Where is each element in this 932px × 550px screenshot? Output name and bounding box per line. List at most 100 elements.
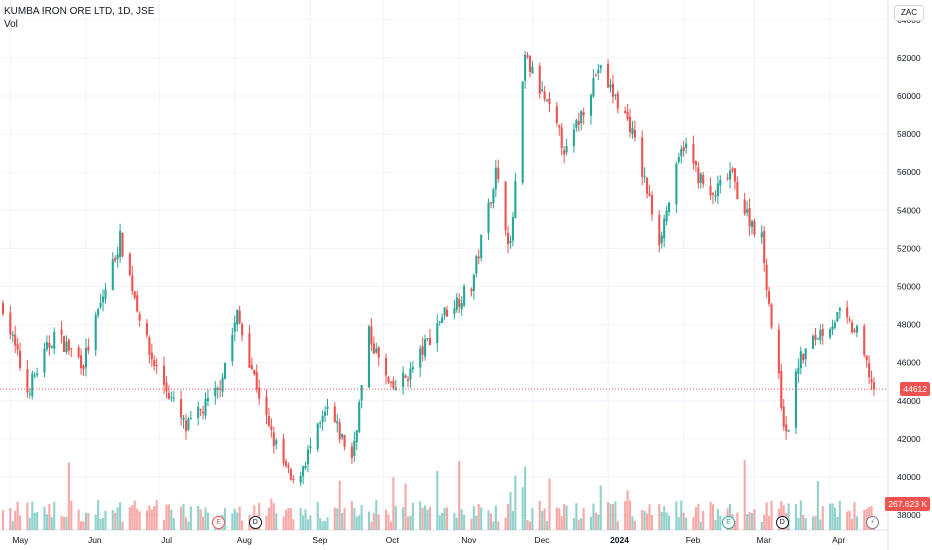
y-tick-label: 54000 xyxy=(897,205,921,215)
candle-body xyxy=(799,351,802,369)
candle-body xyxy=(216,387,219,390)
candle-body xyxy=(326,406,329,409)
volume-bar xyxy=(614,501,617,530)
x-tick-label: Jun xyxy=(88,535,102,545)
volume-bar xyxy=(582,508,585,530)
symbol-title[interactable]: KUMBA IRON ORE LTD, 1D, JSE xyxy=(4,6,155,17)
candle-body xyxy=(136,295,139,312)
volume-bar xyxy=(306,519,310,530)
volume-bar xyxy=(202,516,205,530)
candle-body xyxy=(555,106,558,123)
candle-body xyxy=(616,93,619,109)
candle-body xyxy=(180,399,183,418)
volume-bar xyxy=(104,510,107,530)
volume-bar xyxy=(660,511,663,530)
candle-body xyxy=(489,202,493,204)
volume-bar xyxy=(128,507,131,530)
volume-bar xyxy=(816,481,819,530)
currency-label[interactable]: ZAC xyxy=(894,5,924,21)
candle-body xyxy=(238,310,241,324)
volume-bar xyxy=(53,501,56,530)
volume-bar xyxy=(838,500,841,530)
candle-body xyxy=(787,430,790,432)
volume-bar xyxy=(494,505,497,530)
volume-bar xyxy=(153,506,156,530)
volume-bar xyxy=(521,487,524,530)
volume-bar xyxy=(70,500,73,530)
volume-bar xyxy=(753,509,756,530)
volume-bar xyxy=(287,508,290,530)
candle-body xyxy=(558,125,561,128)
volume-bar xyxy=(489,513,493,530)
candle-body xyxy=(719,179,722,186)
candle-body xyxy=(438,321,441,323)
candle-body xyxy=(375,348,378,353)
event-marker--apr[interactable]: ⚡ xyxy=(866,516,880,529)
y-tick-label: 58000 xyxy=(897,129,921,139)
volume-bar xyxy=(119,502,122,530)
candle-body xyxy=(746,209,749,213)
event-marker-d-aug[interactable]: D xyxy=(248,516,262,529)
candle-body xyxy=(646,177,649,194)
candle-body xyxy=(84,347,88,368)
candle-body xyxy=(155,365,158,367)
volume-bar xyxy=(436,470,439,530)
volume-bar xyxy=(182,503,185,530)
volume-bar xyxy=(577,519,580,530)
event-marker-e-feb[interactable]: E xyxy=(722,516,736,529)
volume-bar xyxy=(668,515,671,530)
volume-bar xyxy=(338,480,341,530)
volume-bar xyxy=(748,512,751,530)
candle-body xyxy=(299,476,302,483)
candle-body xyxy=(765,264,768,291)
volume-bar xyxy=(633,521,636,530)
x-tick-label: Mar xyxy=(756,535,771,545)
volume-bar xyxy=(768,515,771,530)
candle-body xyxy=(80,355,83,368)
candle-body xyxy=(289,469,292,480)
candle-body xyxy=(748,208,751,227)
candle-body xyxy=(580,110,583,124)
candle-body xyxy=(853,330,856,332)
volume-bar xyxy=(187,521,190,530)
volume-bar xyxy=(575,503,578,530)
candle-body xyxy=(480,234,483,259)
volume-bar xyxy=(599,485,602,530)
volume-bar xyxy=(524,466,527,530)
volume-bar xyxy=(387,514,390,530)
candle-body xyxy=(255,372,258,390)
candle-body xyxy=(487,202,490,233)
candle-body xyxy=(428,337,432,346)
volume-bar xyxy=(646,513,649,530)
y-tick-label: 48000 xyxy=(897,320,921,330)
candle-body xyxy=(321,415,324,422)
volume-bar xyxy=(797,517,800,530)
volume-bar xyxy=(189,506,192,530)
candle-body xyxy=(99,302,102,308)
volume-bar xyxy=(804,518,807,530)
volume-bar xyxy=(326,517,329,530)
candle-body xyxy=(458,298,461,307)
candle-body xyxy=(187,418,190,430)
volume-bar xyxy=(336,508,339,530)
candle-body xyxy=(863,325,866,356)
volume-bar xyxy=(94,514,97,530)
event-marker-e-jul[interactable]: E xyxy=(212,516,226,529)
candle-body xyxy=(668,202,671,212)
volume-bar xyxy=(511,510,514,530)
volume-bar xyxy=(453,512,456,530)
candle-body xyxy=(338,422,341,440)
candle-body xyxy=(287,465,290,468)
candle-body xyxy=(360,385,363,401)
candle-body xyxy=(33,375,36,377)
candle-body xyxy=(626,111,629,120)
volume-bar xyxy=(16,502,19,530)
volume-bar xyxy=(223,508,227,530)
volume-bar xyxy=(863,509,866,530)
volume-indicator-label[interactable]: Vol xyxy=(4,19,18,30)
candle-body xyxy=(309,446,312,449)
event-marker-d-mar[interactable]: D xyxy=(775,516,789,529)
candle-body xyxy=(119,231,122,258)
volume-bar xyxy=(607,502,610,530)
